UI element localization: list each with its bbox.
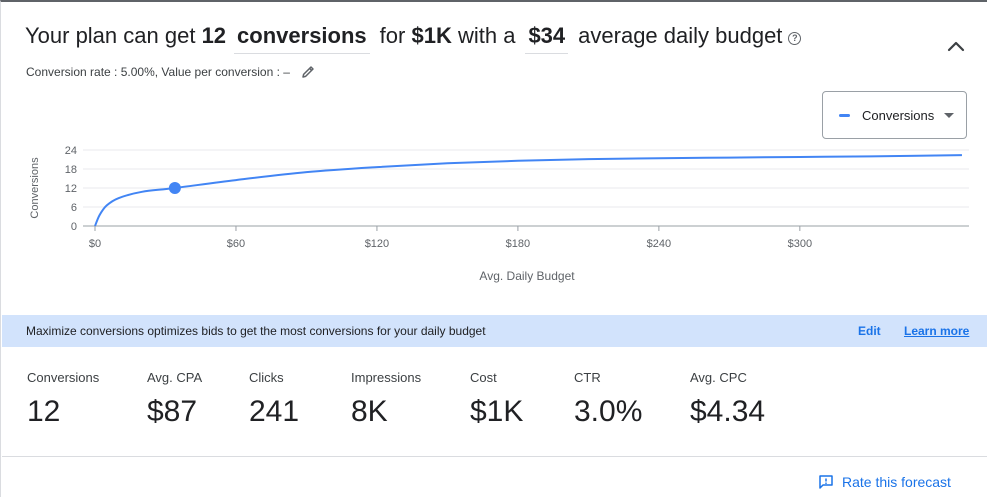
headline-suffix: average daily budget (578, 23, 783, 48)
stat-label: Avg. CPA (147, 370, 203, 385)
metric-dropdown[interactable]: conversions (234, 21, 370, 54)
bid-strategy-banner: Maximize conversions optimizes bids to g… (2, 315, 987, 347)
stat-conversions: Conversions 12 (27, 370, 99, 430)
stat-value: 3.0% (574, 395, 643, 428)
stat-label: Clicks (249, 370, 284, 385)
stat-impressions: Impressions 8K (351, 370, 421, 430)
y-tick-label: 0 (71, 221, 77, 233)
divider (2, 456, 987, 457)
conversion-rate-text: Conversion rate : 5.00%, Value per conve… (26, 65, 290, 79)
pencil-icon[interactable] (300, 64, 316, 80)
x-axis-title: Avg. Daily Budget (479, 269, 575, 283)
conversions-series-line (94, 154, 962, 227)
learn-more-link[interactable]: Learn more (904, 324, 970, 338)
stat-value: 12 (27, 395, 61, 428)
chart-metric-select[interactable]: Conversions (822, 91, 967, 139)
forecast-stats: Conversions 12 Avg. CPA $87 Clicks 241 I… (1, 370, 987, 440)
stat-label: CTR (574, 370, 601, 385)
budget-dropdown[interactable]: $34 (525, 21, 569, 54)
rate-forecast-label: Rate this forecast (842, 474, 951, 490)
help-icon[interactable]: ? (788, 32, 802, 45)
stat-label: Conversions (27, 370, 100, 385)
stat-avg-cpc: Avg. CPC $4.34 (690, 370, 765, 430)
conversion-settings: Conversion rate : 5.00%, Value per conve… (26, 64, 316, 80)
conversions-chart: 24 18 12 6 0 $0 $60 $120 $180 $240 $300 Conversions… (29, 145, 969, 283)
x-tick-label: $300 (788, 238, 812, 250)
rate-forecast-button[interactable]: Rate this forecast (818, 474, 951, 490)
caret-down-icon (944, 112, 955, 118)
collapse-icon[interactable] (945, 36, 967, 56)
stat-value: 241 (249, 395, 300, 428)
stat-value: 8K (351, 395, 388, 428)
stat-avg-cpa: Avg. CPA $87 (147, 370, 202, 430)
chart-metric-label: Conversions (862, 107, 935, 123)
stat-cost: Cost $1K (470, 370, 523, 430)
x-tick-label: $60 (227, 238, 245, 250)
x-tick-label: $120 (365, 238, 389, 250)
stat-label: Avg. CPC (690, 370, 747, 385)
stat-value: $4.34 (690, 395, 766, 428)
stat-label: Cost (470, 370, 497, 385)
banner-message: Maximize conversions optimizes bids to g… (26, 324, 486, 338)
headline-for-text: for (379, 23, 406, 48)
headline-prefix: Your plan can get (25, 23, 196, 48)
x-tick-label: $240 (647, 238, 671, 250)
series-swatch (839, 113, 850, 117)
headline-conversions-count: 12 (201, 23, 227, 48)
headline-with-text: with a (457, 23, 516, 48)
edit-link[interactable]: Edit (858, 324, 881, 338)
stat-ctr: CTR 3.0% (574, 370, 642, 430)
y-tick-label: 6 (71, 202, 77, 214)
current-budget-point (168, 182, 181, 194)
x-tick-label: $0 (89, 238, 101, 250)
y-tick-label: 12 (65, 183, 77, 195)
stat-clicks: Clicks 241 (249, 370, 299, 430)
y-tick-label: 18 (65, 164, 77, 176)
y-tick-label: 24 (65, 145, 77, 157)
headline-cost: $1K (411, 23, 452, 48)
stat-value: $1K (470, 395, 524, 428)
feedback-icon (819, 475, 833, 489)
x-tick-label: $180 (506, 238, 530, 250)
stat-label: Impressions (351, 370, 422, 385)
y-axis-title: Conversions (29, 157, 41, 219)
forecast-headline: Your plan can get 12 conversions for $1K… (25, 21, 802, 54)
stat-value: $87 (147, 395, 198, 428)
